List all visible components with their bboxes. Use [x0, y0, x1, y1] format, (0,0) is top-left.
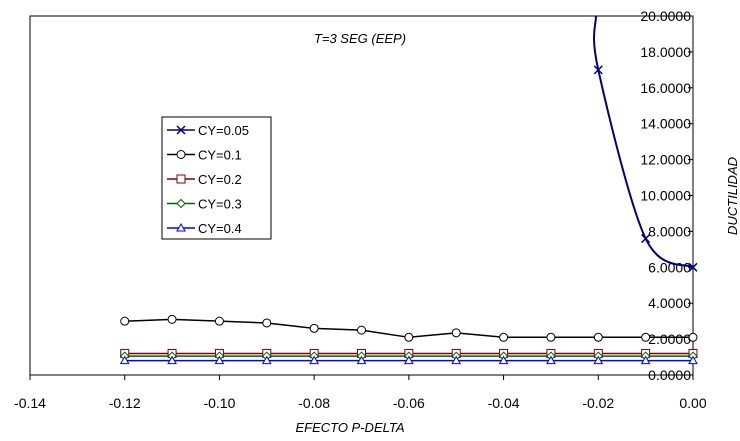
y-tick-label: 6.0000 [648, 259, 691, 275]
legend-item: CY=0.3 [167, 197, 242, 212]
y-tick-label: 14.0000 [640, 116, 691, 132]
y-tick-label: 12.0000 [640, 152, 691, 168]
y-axis-label: DUCTILIDAD [725, 157, 740, 235]
data-point [546, 332, 556, 342]
data-point [641, 332, 651, 342]
legend-label: CY=0.2 [198, 172, 242, 187]
data-point [176, 174, 186, 184]
data-point [356, 355, 367, 365]
data-point [593, 355, 604, 365]
x-tick-label: -0.04 [488, 395, 520, 411]
series-2 [120, 314, 698, 342]
data-point [403, 355, 414, 365]
data-point [167, 355, 177, 365]
data-point [499, 332, 509, 342]
series-1 [592, 15, 698, 272]
legend-item: CY=0.1 [167, 148, 242, 163]
data-point [176, 222, 186, 232]
x-tick-label: -0.14 [14, 395, 46, 411]
x-tick-label: 0.00 [679, 395, 706, 411]
y-axis-ticks: 0.0000 2.0000 4.0000 6.0000 8.0000 10.0000 12.… [640, 8, 694, 383]
data-point [688, 355, 698, 365]
y-tick-label: 10.0000 [640, 188, 691, 204]
data-point [357, 325, 366, 335]
data-point [404, 332, 414, 342]
data-point [214, 355, 225, 365]
y-tick-label: 8.0000 [648, 223, 691, 239]
legend-label: CY=0.1 [198, 148, 242, 163]
legend-item: CY=0.05 [167, 123, 249, 138]
data-point [641, 234, 651, 244]
legend: CY=0.05 CY=0.1 CY=0.2 CY=0.3 CY=0.4 [161, 116, 272, 240]
series-layer [119, 15, 698, 365]
data-point [593, 65, 603, 75]
legend-label: CY=0.4 [198, 221, 242, 236]
data-point [640, 355, 651, 365]
y-tick-label: 18.0000 [640, 44, 691, 60]
data-point [688, 262, 698, 272]
y-tick-label: 20.0000 [640, 8, 691, 24]
y-tick-label: 16.0000 [640, 80, 691, 96]
data-point [120, 316, 130, 326]
chart-annotation: T=3 SEG (EEP) [314, 31, 406, 46]
data-point [451, 328, 461, 338]
data-point [546, 355, 556, 365]
data-point [262, 318, 272, 328]
data-point [451, 355, 462, 365]
data-point [309, 355, 320, 365]
data-point [593, 332, 603, 342]
y-tick-label: 4.0000 [648, 295, 691, 311]
legend-item: CY=0.4 [167, 221, 242, 236]
data-point [176, 125, 186, 135]
data-point [176, 198, 186, 209]
legend-label: CY=0.05 [198, 123, 249, 138]
x-tick-label: -0.10 [203, 395, 235, 411]
series-5 [119, 355, 698, 365]
x-tick-label: -0.08 [298, 395, 330, 411]
data-point [167, 314, 177, 324]
y-tick-label: 2.0000 [648, 331, 691, 347]
data-point [688, 332, 698, 342]
x-tick-label: -0.02 [582, 395, 614, 411]
data-point [119, 355, 130, 365]
legend-item: CY=0.2 [167, 172, 242, 187]
data-point [261, 355, 272, 365]
data-point [214, 316, 224, 326]
x-axis-ticks: -0.14 -0.12 -0.10 -0.08 -0.06 -0.04 -0.02 0.00 [14, 375, 707, 411]
legend-label: CY=0.3 [198, 197, 242, 212]
series-line [592, 15, 694, 269]
data-point [498, 355, 509, 365]
data-point [309, 323, 319, 333]
y-tick-label: 0.0000 [648, 367, 691, 383]
data-point [176, 150, 186, 159]
x-tick-label: -0.12 [109, 395, 141, 411]
x-axis-label: EFECTO P-DELTA [295, 420, 404, 435]
plot-area [29, 15, 694, 376]
x-tick-label: -0.06 [393, 395, 425, 411]
